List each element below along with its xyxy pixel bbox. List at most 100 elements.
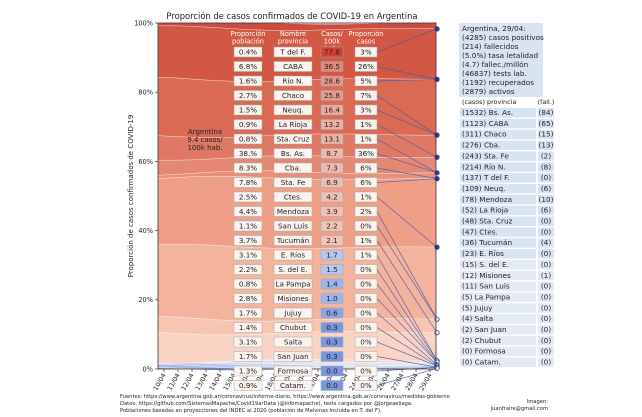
legend-fall-bg bbox=[538, 303, 554, 313]
table-row: 7.8% Sta. Fe 6.9 6% bbox=[233, 177, 378, 188]
y-tick-label: 60% bbox=[138, 158, 153, 166]
table-row: 1.5% Neuq. 16.4 3% bbox=[233, 104, 378, 116]
legend-header-casos: (casos) provincia bbox=[462, 98, 516, 106]
footer-line-3: Poblaciones basadas en proyecciones del … bbox=[120, 407, 382, 414]
poblacion-value-cell bbox=[233, 191, 263, 203]
legend-fall-bg bbox=[538, 238, 554, 248]
cumulative-marker bbox=[434, 176, 440, 182]
poblacion-value: 1.3% bbox=[239, 367, 257, 376]
provincia-name: Salta bbox=[284, 338, 302, 347]
poblacion-value-cell bbox=[233, 133, 263, 145]
poblacion-value: 1.7% bbox=[239, 309, 257, 318]
proporcion-value: 6% bbox=[360, 164, 372, 173]
poblacion-value: 2.8% bbox=[239, 294, 257, 303]
casos100k-value: 3.9 bbox=[326, 207, 338, 216]
legend-fall-bg bbox=[538, 162, 554, 172]
summary-line: (46837) tests lab. bbox=[462, 69, 527, 78]
legend-fall: (2) bbox=[541, 151, 551, 160]
provincia-name-cell bbox=[273, 264, 313, 275]
legend-fall-bg bbox=[538, 140, 554, 151]
legend-fall: (6) bbox=[541, 184, 551, 193]
legend-casos: (36) Tucumán bbox=[462, 238, 512, 247]
table-row: 0.8% Sta. Cruz 13.1 1% bbox=[233, 133, 378, 145]
casos100k-value: 0.3 bbox=[326, 338, 337, 347]
poblacion-value: 6.8% bbox=[239, 62, 257, 71]
legend-fall: (0) bbox=[541, 358, 551, 367]
proporcion-value-cell bbox=[354, 177, 378, 188]
proporcion-value-cell bbox=[354, 104, 378, 116]
casos100k-header: Casos/ bbox=[321, 30, 344, 38]
connector-line bbox=[376, 138, 438, 174]
cumulative-marker bbox=[434, 154, 440, 160]
legend-row-bg bbox=[460, 140, 536, 151]
provincia-name: Sta. Fe bbox=[281, 178, 306, 187]
provincia-name-cell bbox=[273, 90, 313, 101]
legend-row-bg bbox=[460, 325, 536, 335]
poblacion-value-cell bbox=[233, 61, 263, 72]
x-tick-label: 13/04 bbox=[194, 372, 210, 392]
y-tick-label: 80% bbox=[138, 89, 153, 97]
connector-line bbox=[376, 312, 438, 366]
provincia-name: Neuq. bbox=[282, 106, 303, 115]
provincia-name: San Juan bbox=[277, 352, 308, 361]
connector-line bbox=[376, 240, 438, 333]
summary-line: (214) fallecidos bbox=[462, 42, 519, 51]
connector-line bbox=[376, 66, 438, 80]
table-row: 3.1% E. Ríos 1.7 1% bbox=[233, 249, 378, 261]
casos100k-value: 16.4 bbox=[324, 106, 340, 115]
poblacion-value-cell bbox=[233, 264, 263, 275]
legend-row-bg bbox=[460, 249, 536, 259]
casos100k-value-cell bbox=[320, 235, 344, 246]
y-axis-label: Proporción de casos confirmados de COVID… bbox=[127, 115, 135, 278]
poblacion-value-cell bbox=[233, 365, 263, 377]
proporcion-value-cell bbox=[354, 380, 378, 391]
province-table: ProporciónpoblaciónNombreprovinciaCasos/… bbox=[231, 30, 383, 391]
argentina-label-line-1: Argentina bbox=[188, 128, 222, 136]
legend-casos: (52) La Rioja bbox=[462, 206, 508, 215]
legend-row-bg bbox=[460, 259, 536, 270]
connector-line bbox=[376, 167, 438, 180]
legend-fall-bg bbox=[538, 129, 554, 140]
legend-header-fall: (fall.) bbox=[538, 98, 555, 106]
table-row: 2.5% Ctes. 4.2 1% bbox=[233, 191, 378, 203]
proporcion-value: 0% bbox=[360, 352, 372, 361]
connector-line bbox=[376, 95, 438, 136]
casos100k-value-cell bbox=[320, 307, 344, 319]
provincia-name: Catam. bbox=[280, 381, 306, 390]
casos100k-value-cell bbox=[320, 177, 344, 188]
casos100k-value: 0.3 bbox=[326, 323, 337, 332]
poblacion-value: 2.5% bbox=[239, 193, 257, 202]
proporcion-value: 3% bbox=[360, 106, 372, 115]
provincia-name: CABA bbox=[283, 62, 303, 71]
poblacion-value-cell bbox=[233, 177, 263, 188]
proporcion-value: 0% bbox=[360, 338, 372, 347]
provincia-name-cell bbox=[273, 119, 313, 130]
provincia-name: La Rioja bbox=[279, 120, 307, 129]
provincia-name-cell bbox=[273, 206, 313, 217]
casos100k-value: 2.1 bbox=[326, 236, 337, 245]
poblacion-value: 3.1% bbox=[239, 338, 257, 347]
provincia-name: Bs. As. bbox=[281, 149, 305, 158]
legend-fall-bg bbox=[538, 108, 554, 118]
proporcion-value-cell bbox=[354, 336, 378, 348]
table-row: 0.4% T del F. 77.8 3% bbox=[233, 46, 378, 58]
poblacion-value-cell bbox=[233, 119, 263, 130]
connector-line bbox=[376, 327, 438, 367]
casos100k-value-cell bbox=[320, 365, 344, 377]
connector-line bbox=[376, 109, 438, 136]
provincia-name: Sta. Cruz bbox=[277, 135, 310, 144]
provincia-header: provincia bbox=[278, 38, 308, 46]
poblacion-value: 8.3% bbox=[239, 164, 257, 173]
poblacion-value: 0.9% bbox=[239, 381, 257, 390]
provincia-name: San Luis bbox=[278, 222, 308, 231]
connector-line bbox=[376, 196, 438, 248]
casos100k-value: 1.0 bbox=[326, 294, 338, 303]
provincia-name-cell bbox=[273, 293, 313, 304]
legend-fall-bg bbox=[538, 357, 554, 368]
casos100k-value: 25.8 bbox=[324, 91, 340, 100]
provincia-name-cell bbox=[273, 351, 313, 362]
legend-row-bg bbox=[460, 281, 536, 292]
legend-fall: (4) bbox=[541, 238, 551, 247]
casos100k-value-cell bbox=[320, 220, 344, 232]
casos100k-value-cell bbox=[320, 336, 344, 348]
